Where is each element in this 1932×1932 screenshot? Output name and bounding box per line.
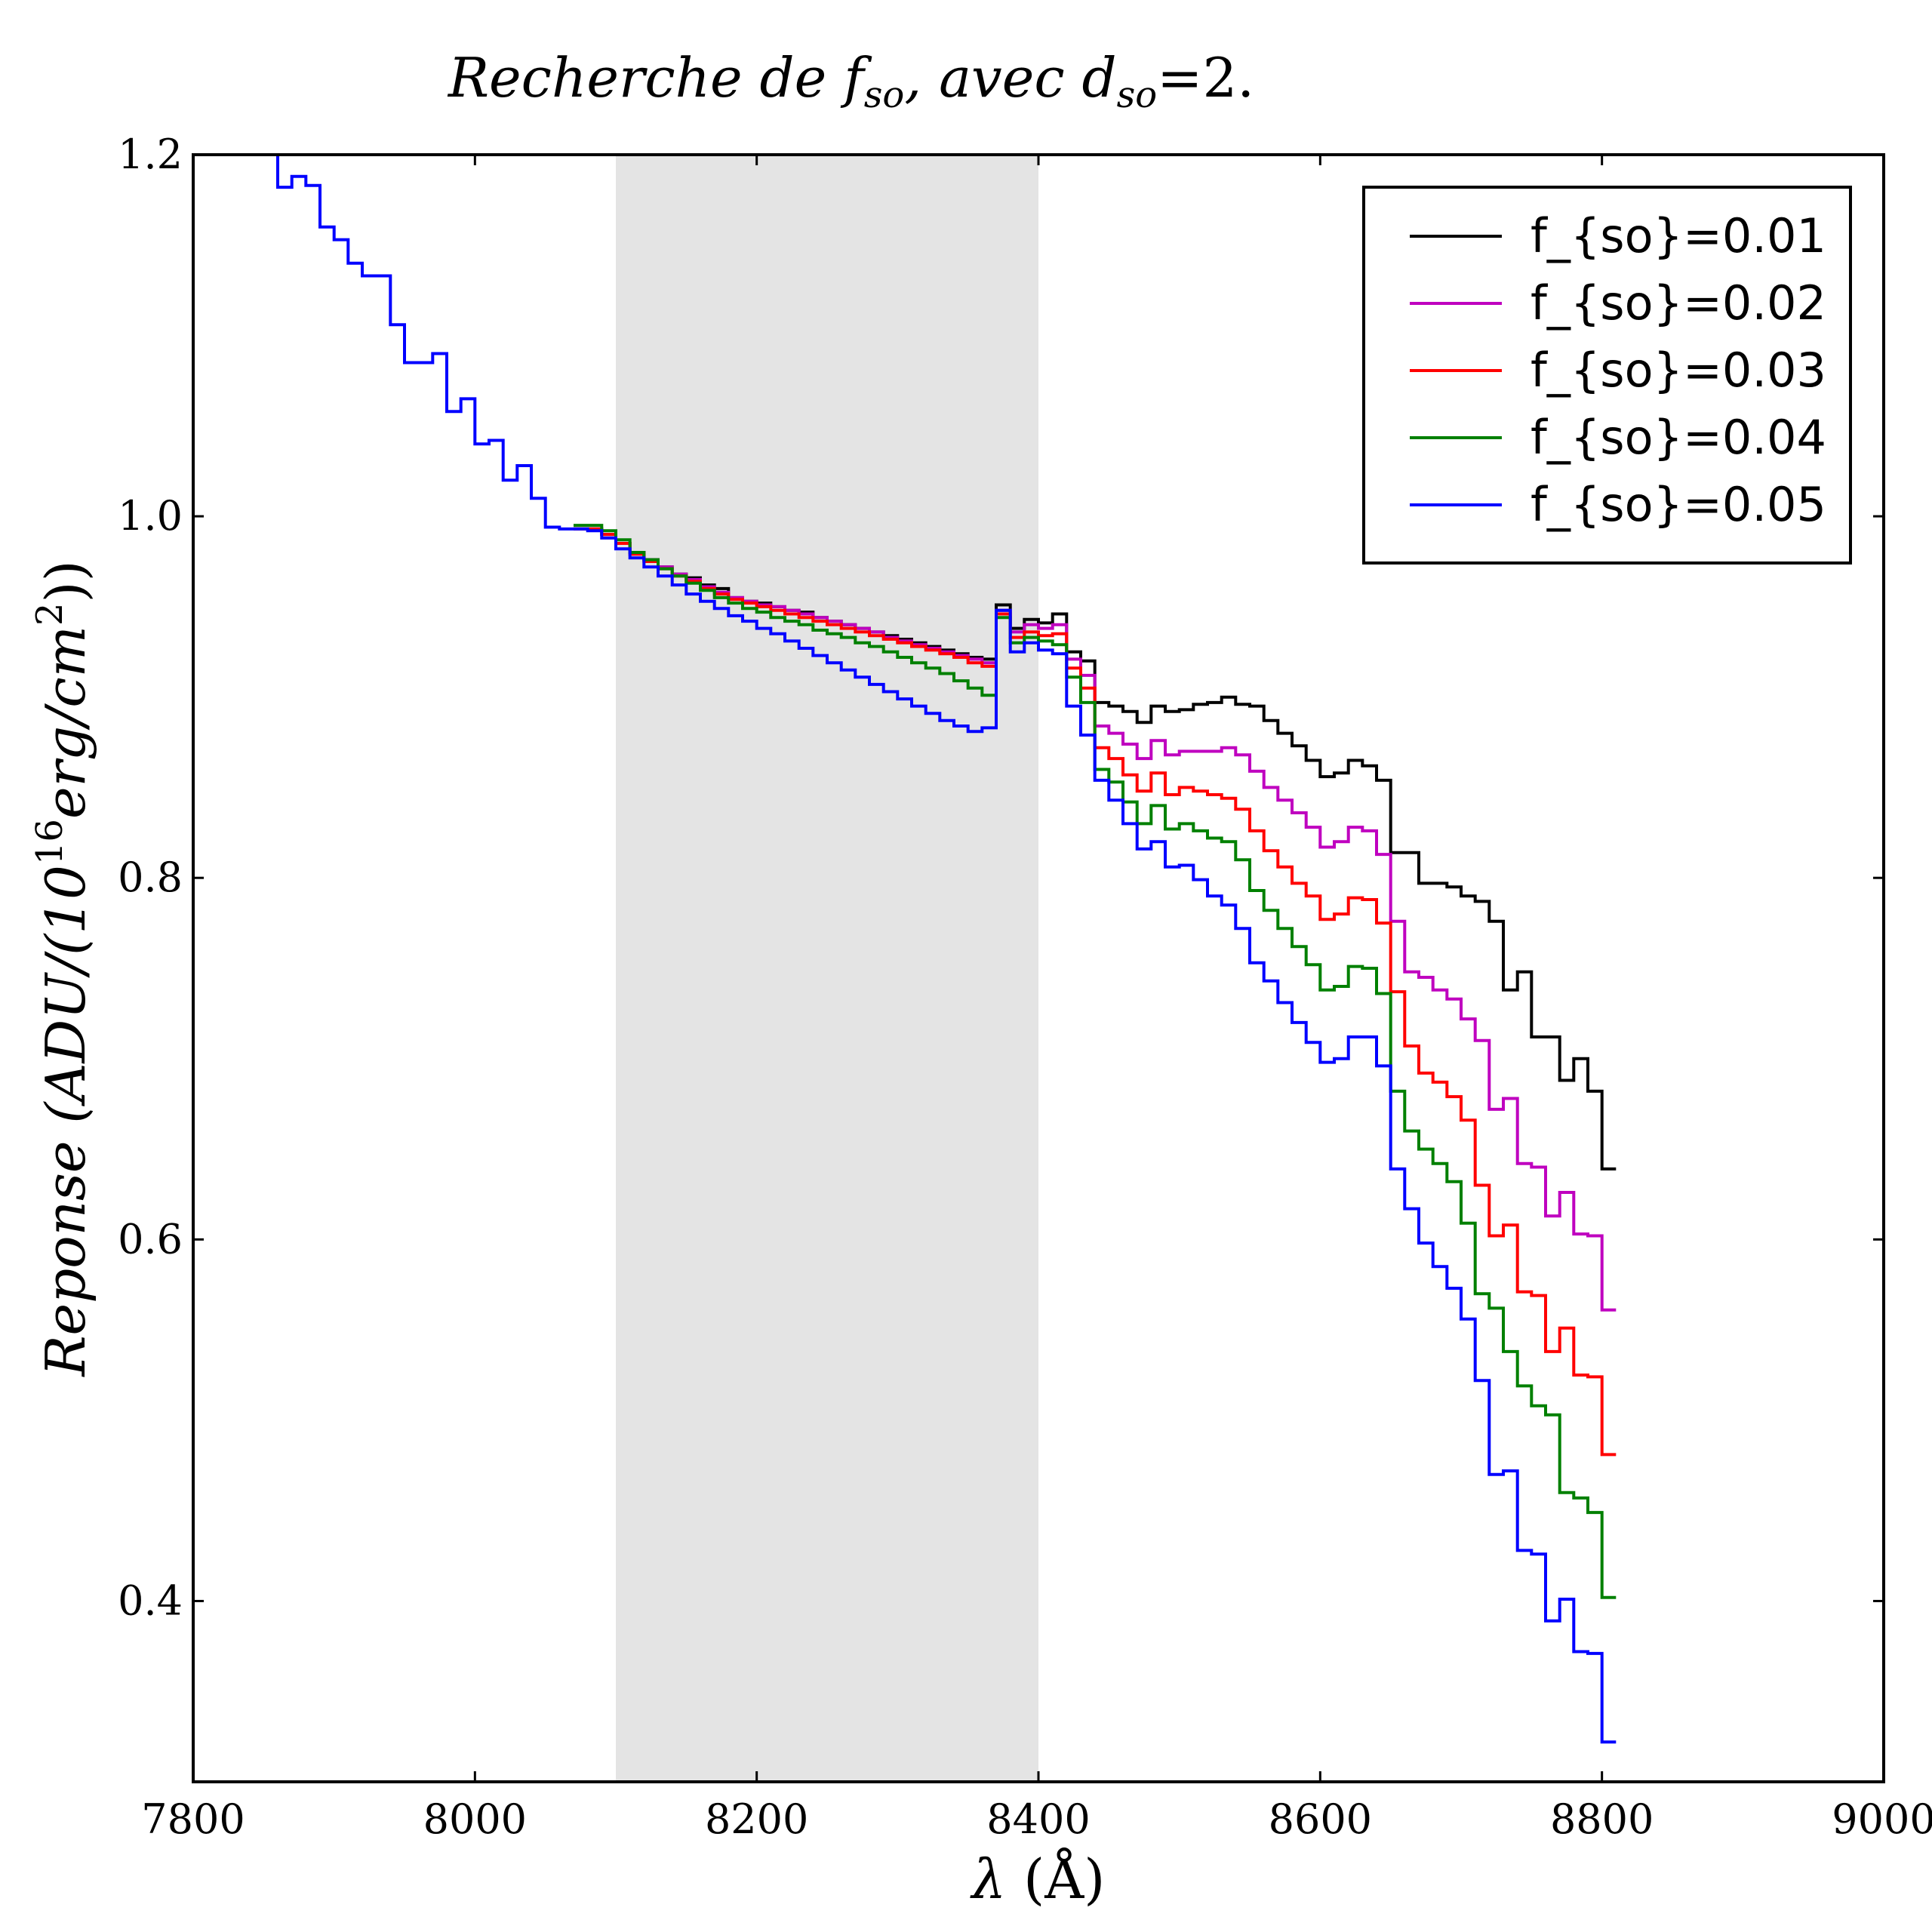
y-label-unit: erg/cm	[34, 626, 97, 819]
y-tick-label: 1.2	[118, 131, 183, 178]
tick-layer: 7800 8000 8200 8400 8600 8800 9000 0.4 0.6 0.8 1.0…	[118, 131, 1932, 1843]
y-label-open: (ADU/(10	[34, 865, 97, 1123]
title-f-sub: so	[864, 74, 905, 116]
title-d: d	[1082, 46, 1117, 109]
series-line-5	[574, 527, 1617, 1744]
x-tick-label: 8600	[1269, 1795, 1372, 1843]
legend-label-1: f_{so}=0.01	[1531, 208, 1826, 263]
chart-title: Recherche de fso, avec dso=2.	[447, 46, 1254, 116]
legend-label-2: f_{so}=0.02	[1531, 275, 1826, 331]
title-main: Recherche de	[447, 46, 844, 109]
legend-label-4: f_{so}=0.04	[1531, 410, 1826, 465]
x-label-unit: (Å)	[1023, 1847, 1105, 1911]
x-tick-label: 8000	[423, 1795, 527, 1843]
y-label-exp: 16	[29, 819, 71, 865]
x-tick-label: 8400	[986, 1795, 1090, 1843]
y-tick-label: 1.0	[118, 492, 183, 540]
y-tick-label: 0.6	[118, 1215, 183, 1263]
series-line-common	[263, 153, 574, 531]
y-label-close: ))	[34, 560, 97, 602]
y-axis-label: Reponse (ADU/(1016erg/cm2))	[29, 560, 97, 1377]
x-tick-label: 8200	[705, 1795, 808, 1843]
y-tick-label: 0.4	[118, 1577, 183, 1624]
x-tick-label: 9000	[1832, 1795, 1932, 1843]
legend-box	[1362, 186, 1852, 565]
series-line-2	[574, 527, 1617, 1312]
x-tick-label: 8800	[1550, 1795, 1654, 1843]
title-mid: , avec	[904, 46, 1081, 109]
legend-label-3: f_{so}=0.03	[1531, 343, 1826, 398]
x-tick-label: 7800	[141, 1795, 245, 1843]
title-end: =2.	[1157, 46, 1254, 109]
legend-label-5: f_{so}=0.05	[1531, 477, 1826, 532]
legend: f_{so}=0.01 f_{so}=0.02 f_{so}=0.03 f_{so}=…	[1362, 186, 1852, 565]
y-label-word: Reponse	[34, 1140, 97, 1377]
shaded-region	[616, 155, 1038, 1782]
x-label-symbol: λ	[970, 1847, 1007, 1911]
x-axis-label: λ (Å)	[970, 1847, 1106, 1911]
series-layer	[263, 153, 1617, 1744]
y-tick-label: 0.8	[118, 854, 183, 901]
y-label-exp2: 2	[29, 603, 71, 626]
title-d-sub: so	[1117, 74, 1158, 116]
